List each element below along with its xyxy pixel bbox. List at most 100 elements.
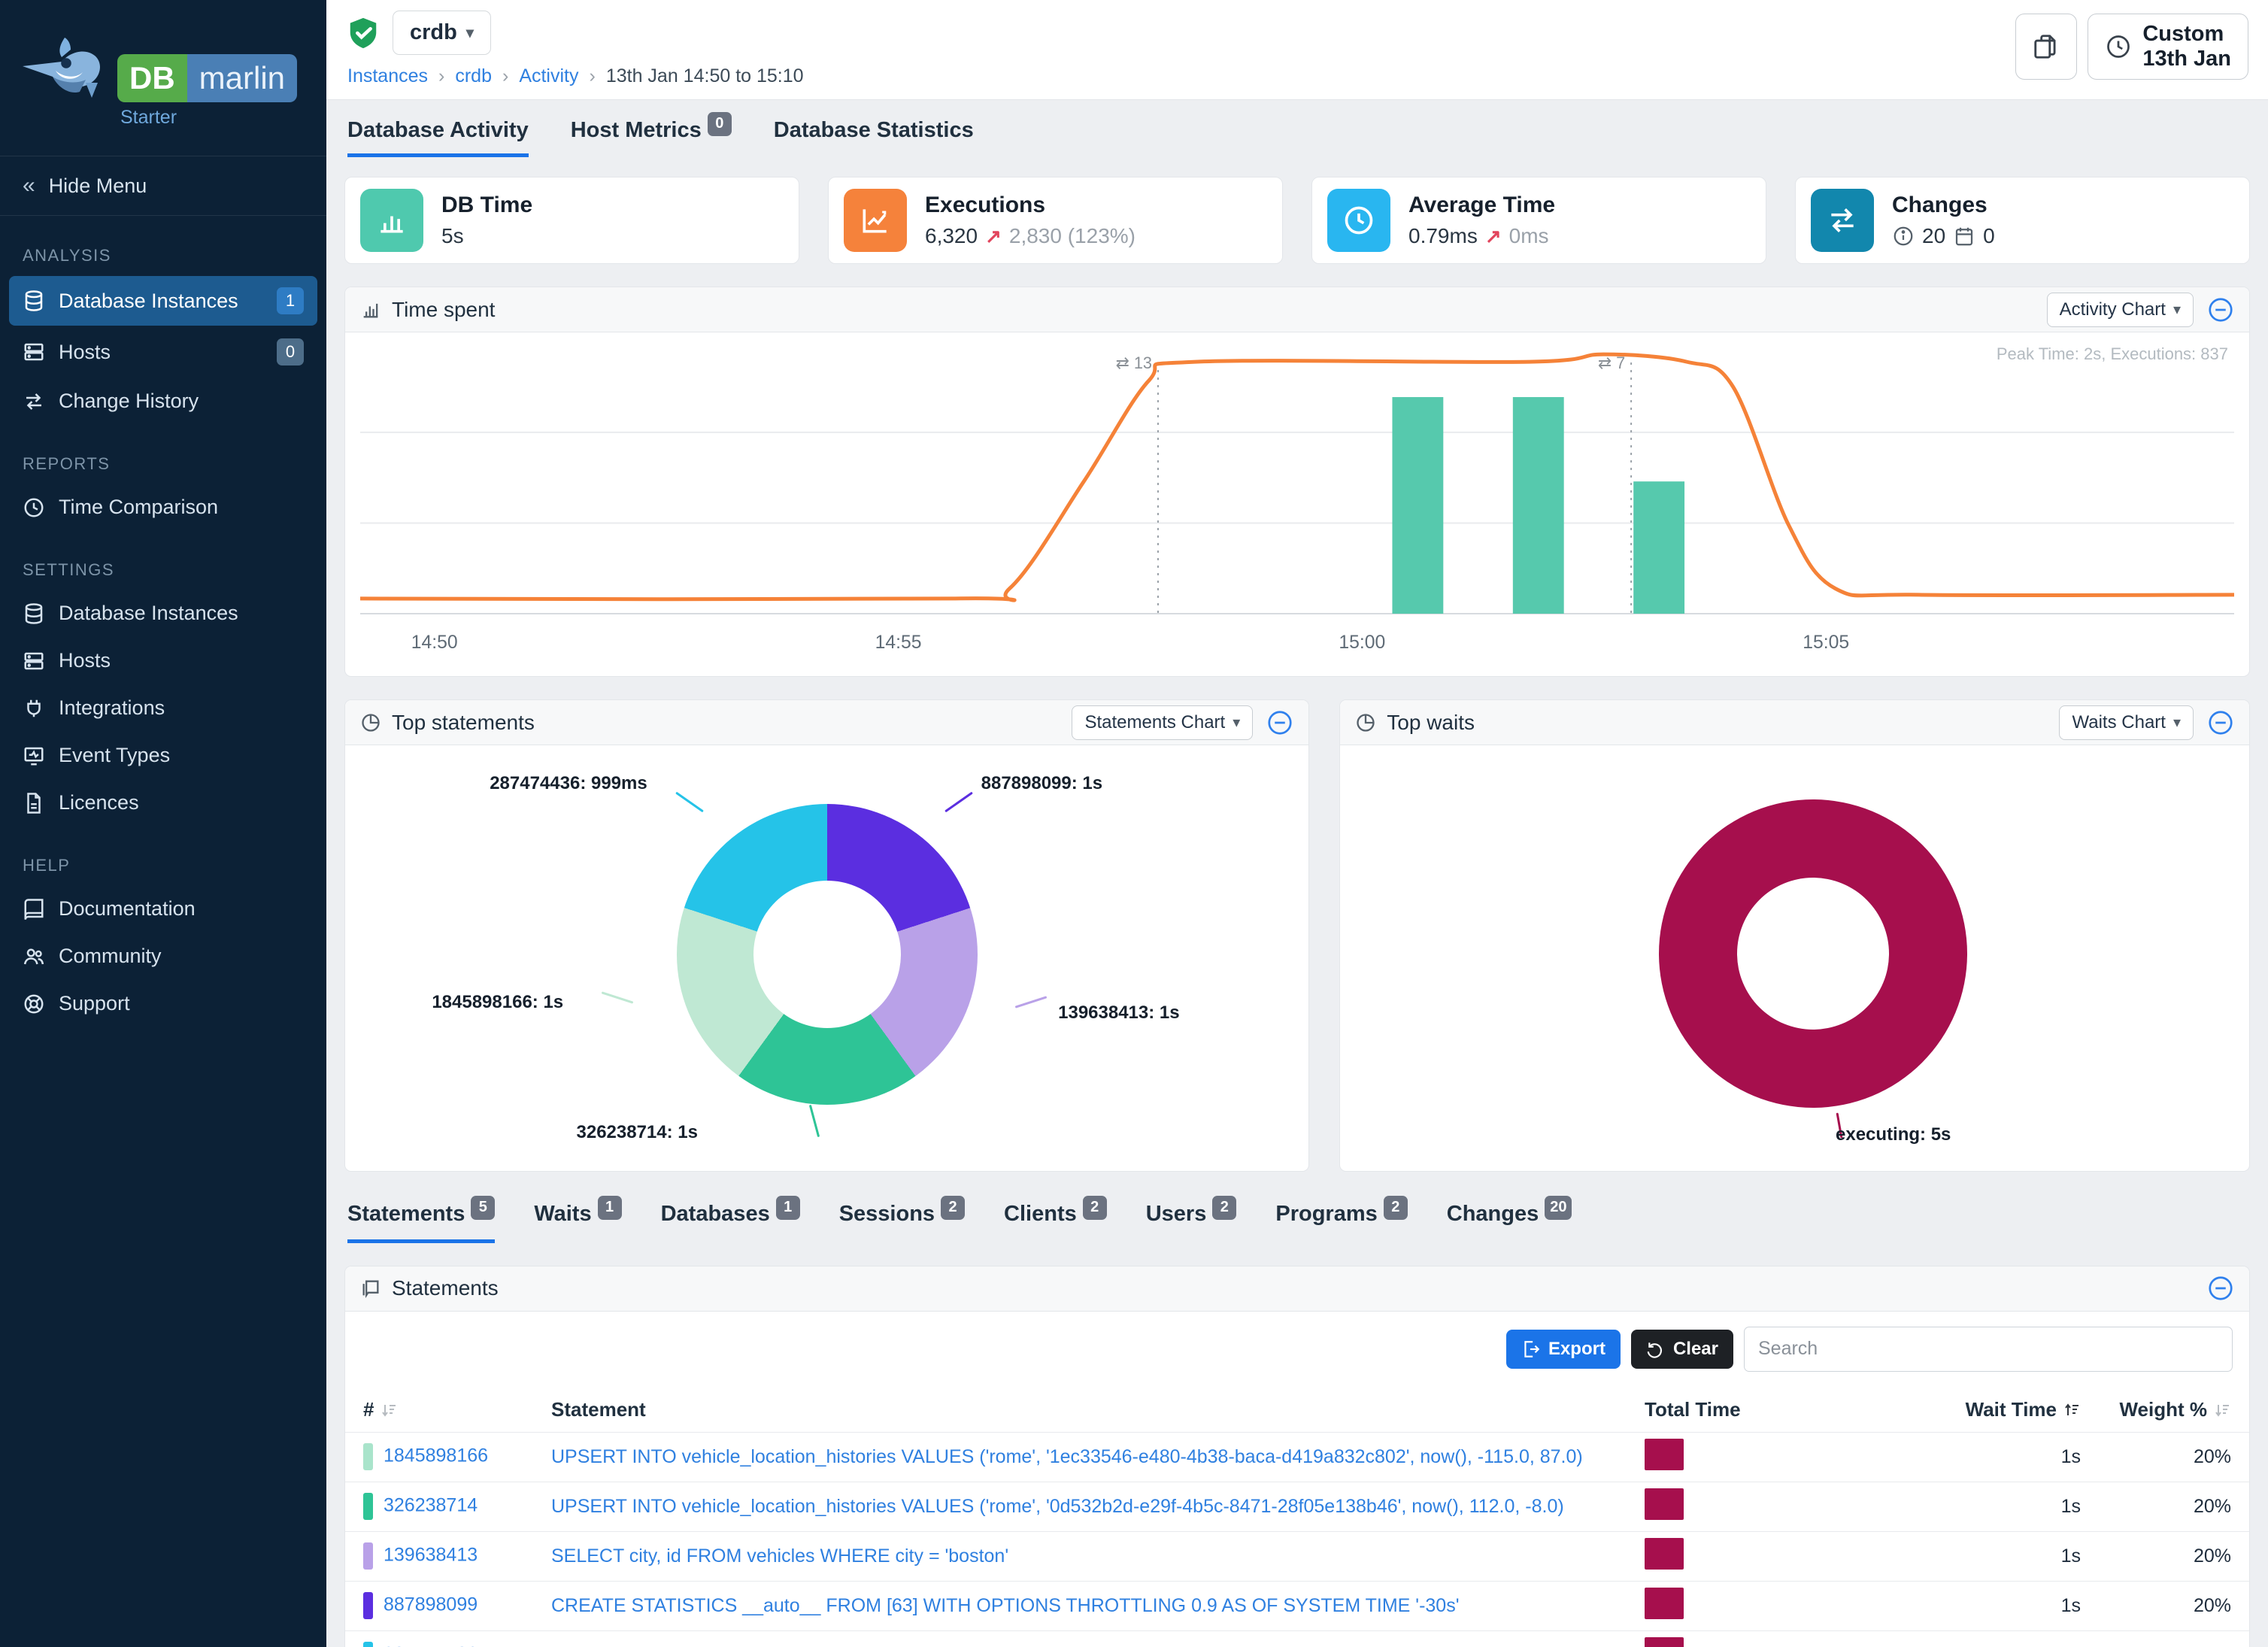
tab-changes[interactable]: Changes 20 [1447,1195,1572,1243]
peak-note: Peak Time: 2s, Executions: 837 [1996,344,2228,363]
export-label: Export [1548,1338,1605,1359]
tab-sessions[interactable]: Sessions 2 [839,1195,966,1243]
bar-chart-icon [363,303,378,317]
sidebar-item-label: Integrations [59,696,165,719]
tab-badge: 2 [1383,1195,1408,1220]
sidebar-item-label: Database Instances [59,289,238,312]
waits-chart-select[interactable]: Waits Chart ▾ [2059,705,2194,740]
statement-id-link[interactable]: 887898099 [384,1594,478,1615]
statement-id-link[interactable]: 287474436 [384,1644,478,1647]
instance-selector[interactable]: crdb ▾ [393,11,491,55]
statement-text-link[interactable]: UPSERT INTO vehicle_location_histories V… [551,1495,1564,1517]
breadcrumb-time-range: 13th Jan 14:50 to 15:10 [605,65,804,86]
hosts-icon [24,343,44,361]
chevron-down-icon: ▾ [2172,302,2181,318]
col-wait-time[interactable]: Wait Time [1966,1398,2081,1421]
metric-delta: 2,830 (123%) [1008,224,1136,247]
tab-label: Database Statistics [773,118,974,142]
col-statement[interactable]: Statement [551,1398,1645,1421]
metric-delta: 0ms [1508,224,1549,247]
tab-label: Databases [660,1202,770,1226]
collapse-panel-button[interactable] [2207,296,2234,323]
statement-id-link[interactable]: 326238714 [384,1494,478,1516]
col-label: Statement [551,1398,646,1421]
sidebar-item-time-comparison[interactable]: Time Comparison [9,484,317,530]
sidebar-item-event-types[interactable]: Event Types [9,733,317,778]
tab-users[interactable]: Users 2 [1146,1195,1237,1243]
collapse-panel-button[interactable] [2207,709,2234,736]
statement-text-link[interactable]: SELECT city, id FROM vehicles WHERE city… [551,1545,1009,1567]
sidebar-item-database-instances[interactable]: Database Instances 1 [9,276,317,326]
statement-text-link[interactable]: UPSERT INTO vehicle_location_histories V… [551,1445,1583,1467]
sidebar-item-support[interactable]: Support [9,981,317,1027]
clear-button[interactable]: Clear [1630,1329,1733,1369]
wait-time-value: 999ms [2024,1645,2081,1647]
statement-id-link[interactable]: 139638413 [384,1544,478,1566]
pie-chart-icon [1357,713,1375,732]
sidebar-item-settings-hosts[interactable]: Hosts [9,638,317,684]
licence-document-icon [27,792,41,814]
metric-card-changes: Changes 20 0 [1795,177,2250,264]
tab-statements[interactable]: Statements 5 [347,1195,496,1243]
time-spent-chart-svg[interactable]: ⇄ 13 ⇄ 7 14:50 14:55 15:00 15:05 [359,343,2235,666]
tab-waits[interactable]: Waits 1 [534,1195,622,1243]
clock-icon [1327,189,1390,252]
col-id[interactable]: # [363,1398,551,1421]
statement-id-link[interactable]: 1845898166 [384,1445,489,1467]
search-input[interactable] [1744,1326,2233,1372]
tab-label: Waits [534,1202,592,1226]
time-range-button[interactable]: Custom 13th Jan [2088,14,2248,80]
tab-label: Statements [347,1202,465,1226]
tab-clients[interactable]: Clients 2 [1004,1195,1107,1243]
tab-host-metrics[interactable]: Host Metrics 0 [571,111,732,157]
col-label: Total Time [1645,1398,1741,1421]
breadcrumb-crdb[interactable]: crdb [455,65,492,86]
sidebar-item-label: Documentation [59,897,196,920]
breadcrumb-instances[interactable]: Instances [347,65,429,86]
leader-line [601,991,633,1004]
sidebar-item-change-history[interactable]: Change History [9,378,317,424]
breadcrumb-separator: › [438,65,445,86]
collapse-panel-button[interactable] [1266,709,1293,736]
sidebar-item-community[interactable]: Community [9,933,317,979]
sidebar-item-integrations[interactable]: Integrations [9,685,317,731]
calendar-icon [1956,227,1973,246]
clear-label: Clear [1672,1338,1718,1359]
statements-table: # Statement Total Time Wait Time Weight … [345,1388,2249,1647]
donut-hole [753,881,901,1028]
statement-color-chip [363,1542,373,1570]
top-waits-panel: Top waits Waits Chart ▾ [1339,699,2250,1172]
tab-database-activity[interactable]: Database Activity [347,118,529,157]
book-icon [24,898,44,920]
time-spent-chart: Peak Time: 2s, Executions: 837 ⇄ 13 ⇄ 7 14… [345,332,2249,676]
sidebar-item-documentation[interactable]: Documentation [9,886,317,932]
tab-databases[interactable]: Databases 1 [660,1195,800,1243]
table-toolbar: Export Clear [345,1312,2249,1378]
sidebar-item-label: Hosts [59,340,111,363]
statement-color-chip [363,1642,373,1647]
tab-badge: 20 [1545,1195,1572,1220]
tab-badge: 2 [1212,1195,1237,1220]
tab-database-statistics[interactable]: Database Statistics [774,118,974,157]
collapse-panel-button[interactable] [2207,1275,2234,1302]
sidebar-item-settings-database-instances[interactable]: Database Instances [9,590,317,636]
table-row: 139638413 SELECT city, id FROM vehicles … [345,1530,2249,1581]
export-button[interactable]: Export [1505,1329,1621,1369]
sidebar-item-licences[interactable]: Licences [9,780,317,826]
statements-chart-select[interactable]: Statements Chart ▾ [1072,705,1254,740]
activity-chart-select[interactable]: Activity Chart ▾ [2046,292,2194,327]
sidebar-item-hosts[interactable]: Hosts 0 [9,327,317,377]
hide-menu-button[interactable]: « Hide Menu [0,156,326,216]
breadcrumb-activity[interactable]: Activity [519,65,579,86]
copy-button[interactable] [2015,14,2078,80]
donut-label-326238714: 326238714: 1s [576,1121,698,1142]
col-weight[interactable]: Weight % [2119,1398,2231,1421]
col-total-time[interactable]: Total Time [1645,1398,1833,1421]
total-time-bar [1645,1537,1684,1570]
statement-text-link[interactable]: UPSERT INTO vehicle_location_histories V… [551,1645,1584,1647]
tab-programs[interactable]: Programs 2 [1275,1195,1408,1243]
sort-desc-icon [382,1404,396,1417]
statement-text-link[interactable]: CREATE STATISTICS __auto__ FROM [63] WIT… [551,1594,1460,1616]
metric-title: Average Time [1408,193,1556,217]
table-row: 287474436 UPSERT INTO vehicle_location_h… [345,1630,2249,1647]
